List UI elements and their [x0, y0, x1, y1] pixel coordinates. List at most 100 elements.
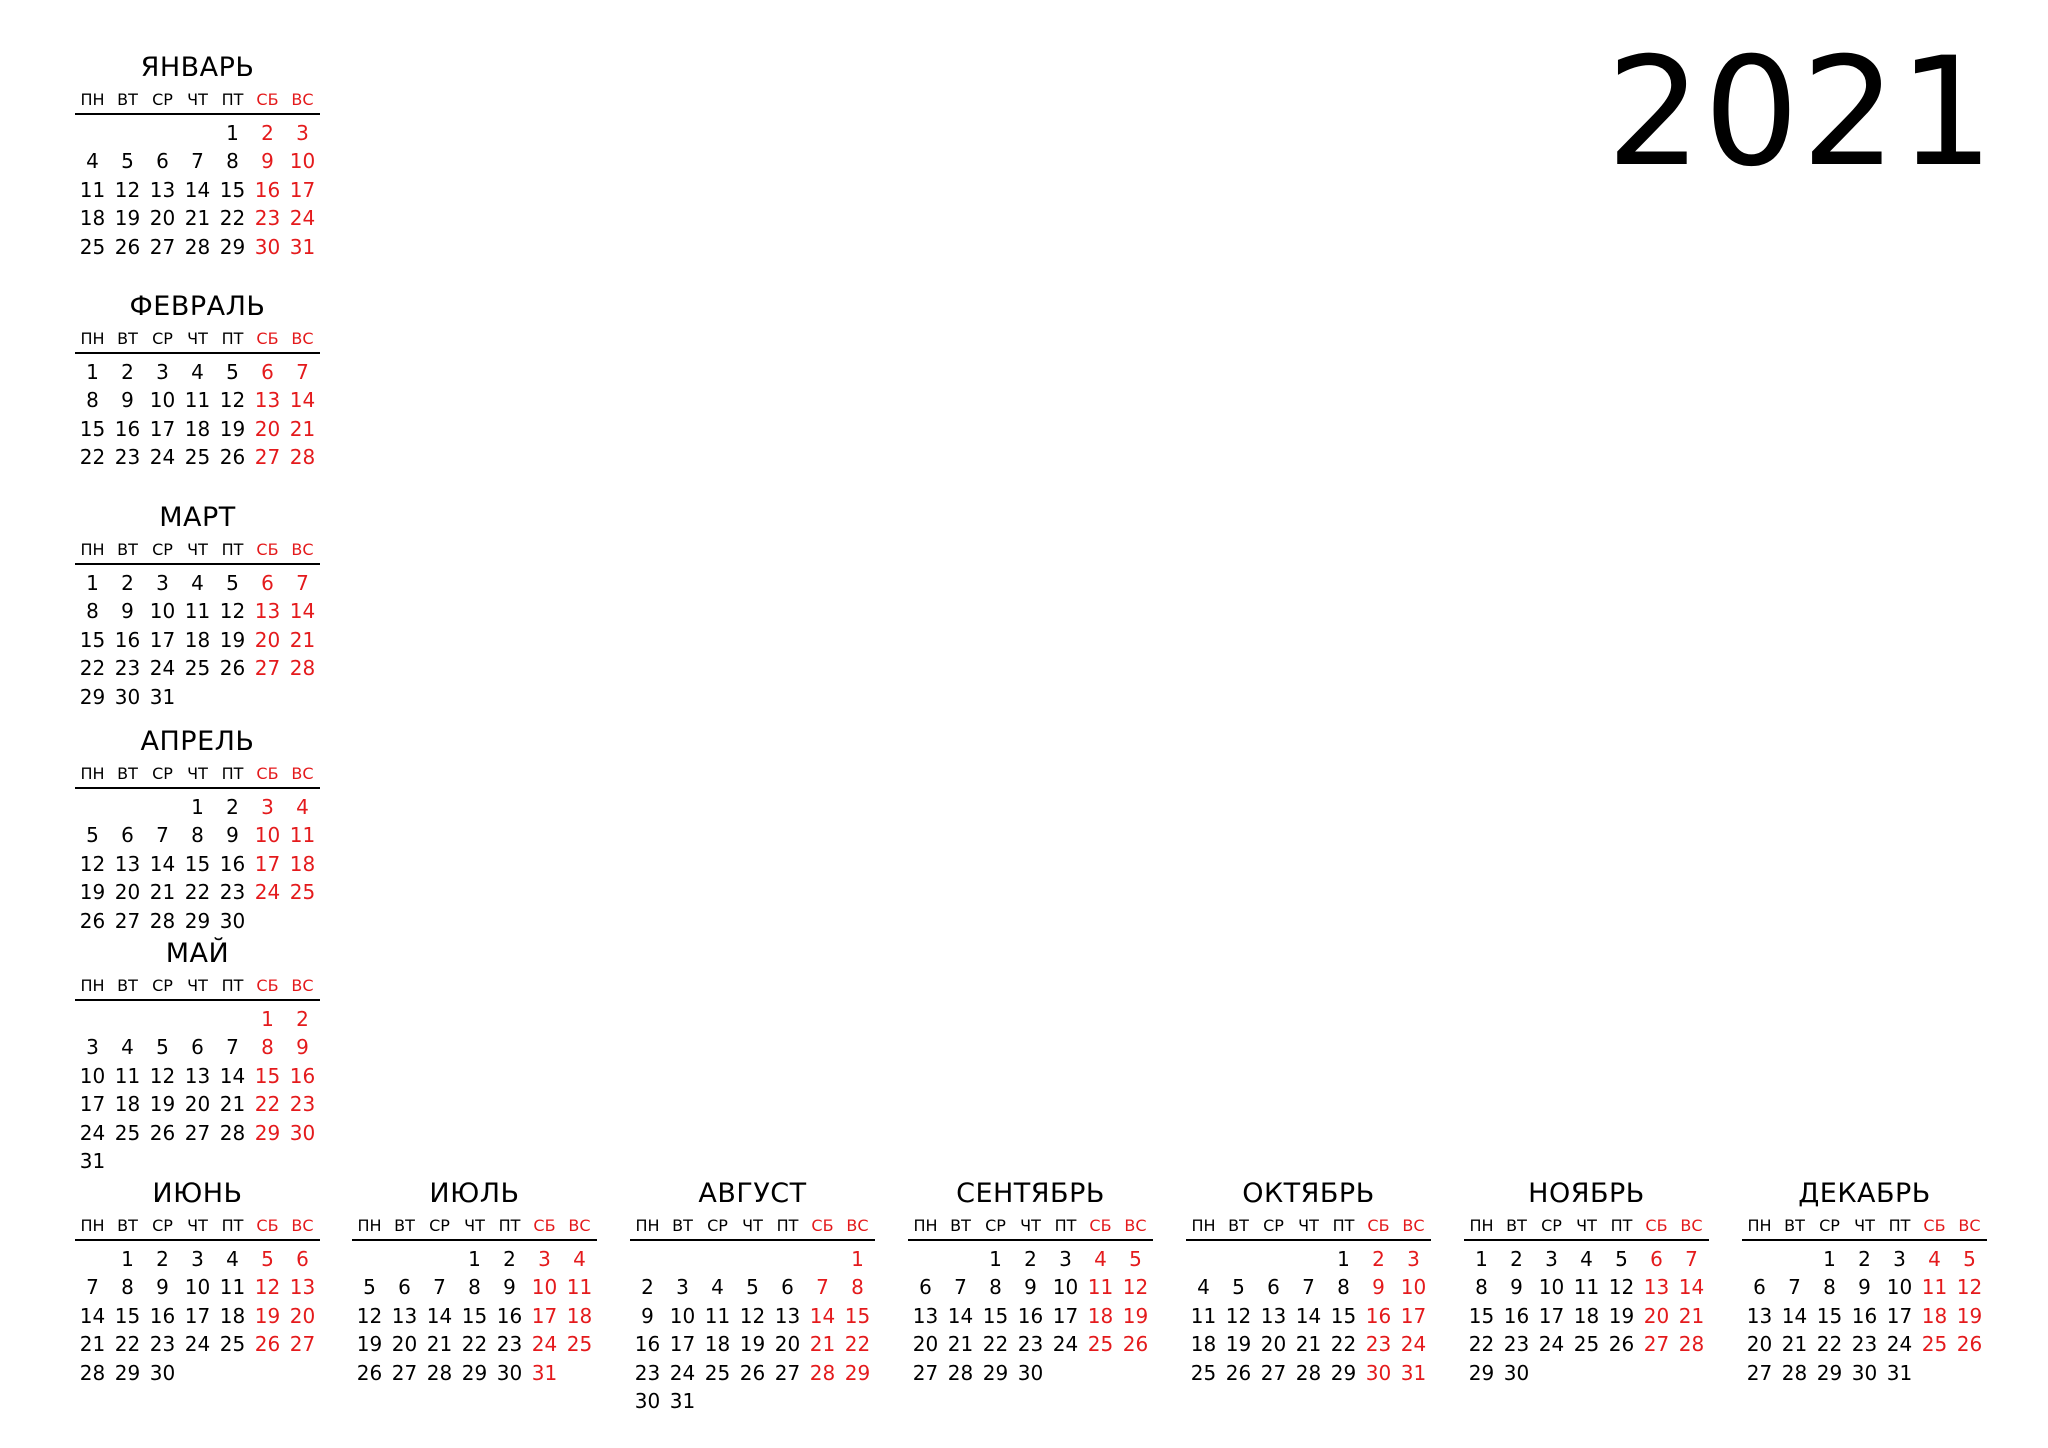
weekday-label: ВТ: [117, 90, 138, 109]
day-cell: 10: [149, 599, 176, 624]
weekday-label: СБ: [256, 540, 279, 559]
day-cell: 6: [261, 571, 274, 595]
day-cell: 7: [954, 1275, 967, 1300]
weekday-label: СБ: [533, 1216, 556, 1235]
day-cell: 12: [1956, 1275, 1983, 1300]
day-cell: 7: [226, 1035, 239, 1060]
day-cell: 27: [912, 1360, 939, 1385]
day-cell: 30: [496, 1360, 523, 1385]
empty-day-cell: [422, 1245, 457, 1273]
day-cell: 13: [254, 599, 281, 624]
day-cell: 20: [254, 416, 281, 441]
weekday-label: ПН: [1747, 1216, 1772, 1235]
day-cell: 7: [86, 1275, 99, 1300]
day-cell: 8: [86, 388, 99, 413]
day-cell: 16: [1017, 1303, 1044, 1328]
day-cell: 5: [363, 1275, 376, 1300]
day-cell: 1: [468, 1247, 481, 1271]
day-cell: 25: [704, 1360, 731, 1385]
day-cell: 2: [121, 360, 134, 384]
day-cell: 11: [566, 1275, 593, 1300]
weekday-label: ПТ: [221, 90, 244, 109]
day-cell: 2: [503, 1247, 516, 1271]
day-cell: 27: [1643, 1332, 1670, 1357]
day-cell: 2: [1858, 1247, 1871, 1271]
weekday-label: ПН: [80, 976, 105, 995]
day-cell: 26: [219, 445, 246, 470]
day-cell: 23: [1365, 1332, 1392, 1357]
day-cell: 26: [114, 234, 141, 259]
day-cell: 9: [121, 599, 134, 624]
day-cell: 5: [1615, 1247, 1628, 1271]
day-cell: 21: [79, 1332, 106, 1357]
day-grid: 1 2 3 4 5 6 7 8 9 10 11 12 13 14 15 16 17 18 19 20 21 22 23 24 2…: [75, 1245, 320, 1387]
day-cell: 23: [149, 1332, 176, 1357]
day-cell: 21: [1295, 1332, 1322, 1357]
day-cell: 20: [774, 1332, 801, 1357]
weekday-label: СБ: [811, 1216, 834, 1235]
day-cell: 24: [531, 1332, 558, 1357]
weekday-label: ВТ: [117, 764, 138, 783]
day-grid: 1 2 3 4 5 6 7 8 9 10 11 12 13 14 15 16 17 18 19 20 21 22 23 24 2…: [75, 119, 320, 261]
weekday-label: ВС: [291, 1216, 314, 1235]
weekday-label: ВС: [846, 1216, 869, 1235]
weekday-label: ЧТ: [1576, 1216, 1597, 1235]
day-cell: 8: [261, 1035, 274, 1060]
month-10: ОКТЯБРЬ ПН ВТ СР ЧТ ПТ СБ ВС 1 2 3 4 5 6 7 8 9 10 11 12 13 14…: [1186, 1178, 1431, 1387]
day-cell: 21: [289, 416, 316, 441]
day-cell: 30: [149, 1360, 176, 1385]
day-cell: 19: [1956, 1303, 1983, 1328]
weekday-label: ПТ: [221, 976, 244, 995]
day-cell: 24: [79, 1120, 106, 1145]
day-cell: 6: [296, 1247, 309, 1271]
empty-day-cell: [180, 1005, 215, 1033]
day-cell: 10: [254, 823, 281, 848]
day-cell: 23: [1851, 1332, 1878, 1357]
day-cell: 26: [254, 1332, 281, 1357]
day-cell: 25: [1921, 1332, 1948, 1357]
day-cell: 11: [184, 388, 211, 413]
day-cell: 9: [503, 1275, 516, 1300]
day-cell: 23: [114, 445, 141, 470]
weekday-label: ВС: [291, 540, 314, 559]
day-cell: 17: [149, 416, 176, 441]
day-cell: 13: [1643, 1275, 1670, 1300]
day-cell: 8: [1823, 1275, 1836, 1300]
day-cell: 3: [1545, 1247, 1558, 1271]
day-cell: 29: [1816, 1360, 1843, 1385]
weekday-label: СБ: [1923, 1216, 1946, 1235]
month-3: МАРТ ПН ВТ СР ЧТ ПТ СБ ВС 1 2 3 4 5 6 7 8 9 10 11 12 13 14 15 1…: [75, 502, 320, 711]
empty-day-cell: [700, 1245, 735, 1273]
day-cell: 17: [149, 627, 176, 652]
day-cell: 13: [289, 1275, 316, 1300]
day-cell: 30: [114, 684, 141, 709]
weekday-label: ВС: [291, 764, 314, 783]
month-name: ОКТЯБРЬ: [1242, 1178, 1375, 1209]
weekday-label: ПН: [1469, 1216, 1494, 1235]
weekday-label: СБ: [256, 1216, 279, 1235]
month-12: ДЕКАБРЬ ПН ВТ СР ЧТ ПТ СБ ВС 1 2 3 4 5 6 7 8 9 10 11 12 13 14…: [1742, 1178, 1987, 1387]
day-cell: 26: [1225, 1360, 1252, 1385]
day-cell: 10: [1886, 1275, 1913, 1300]
day-cell: 20: [912, 1332, 939, 1357]
day-cell: 2: [641, 1275, 654, 1300]
day-cell: 8: [1475, 1275, 1488, 1300]
empty-day-cell: [75, 119, 110, 147]
weekday-label: СР: [152, 90, 173, 109]
day-cell: 9: [226, 823, 239, 848]
day-cell: 12: [219, 599, 246, 624]
day-cell: 7: [296, 571, 309, 595]
day-cell: 1: [989, 1247, 1002, 1271]
weekday-header: ПН ВТ СР ЧТ ПТ СБ ВС: [1742, 1213, 1987, 1241]
day-cell: 1: [1337, 1247, 1350, 1271]
day-cell: 12: [739, 1303, 766, 1328]
day-cell: 7: [433, 1275, 446, 1300]
day-cell: 5: [261, 1247, 274, 1271]
day-cell: 2: [226, 795, 239, 819]
day-cell: 28: [184, 234, 211, 259]
day-cell: 3: [261, 795, 274, 819]
day-cell: 2: [121, 571, 134, 595]
day-cell: 10: [79, 1063, 106, 1088]
weekday-label: ЧТ: [187, 540, 208, 559]
day-cell: 23: [634, 1360, 661, 1385]
